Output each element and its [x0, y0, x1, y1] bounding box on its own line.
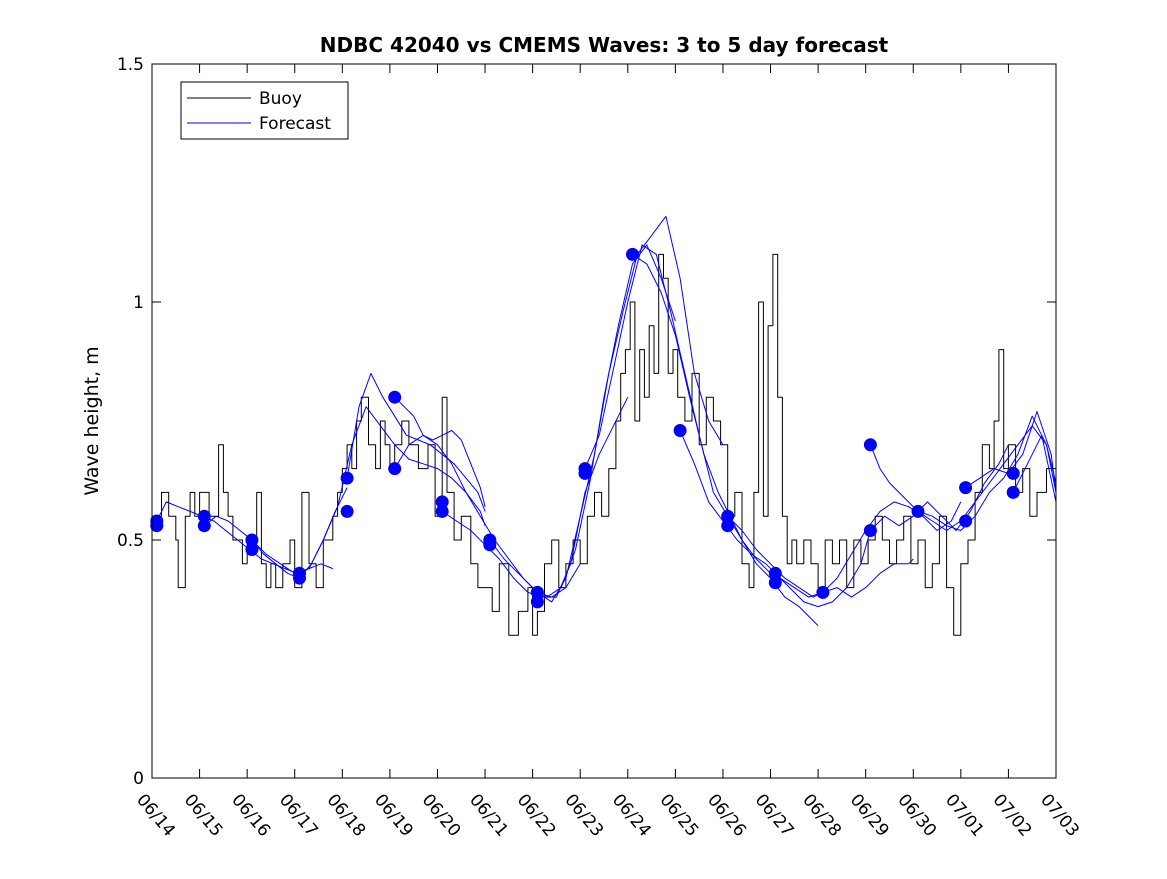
forecast-point [863, 438, 877, 452]
forecast-point [530, 585, 544, 599]
y-axis-label: Wave height, m [81, 346, 103, 495]
forecast-series-line [1012, 434, 1057, 503]
legend-forecast-label: Forecast [259, 114, 331, 134]
forecast-series-line [965, 411, 1057, 493]
forecast-point [959, 481, 973, 495]
series-layer [152, 215, 1057, 636]
forecast-point [816, 585, 830, 599]
forecast-point [863, 524, 877, 537]
forecast-point [721, 509, 735, 523]
forecast-series-line [251, 406, 486, 574]
forecast-points-layer [150, 247, 1020, 609]
forecast-series-line [394, 396, 486, 507]
forecast-series-line [346, 372, 486, 512]
legend-buoy-label: Buoy [259, 89, 302, 109]
forecast-point [197, 509, 211, 523]
y-tick-label: 1 [133, 293, 144, 313]
forecast-point [768, 566, 782, 580]
forecast-point [911, 504, 925, 518]
forecast-point [530, 595, 544, 609]
forecast-series-line [917, 415, 1057, 531]
forecast-series-line [727, 501, 962, 598]
axes-frame [151, 63, 1057, 779]
chart-title: NDBC 42040 vs CMEMS Waves: 3 to 5 day fo… [320, 33, 889, 57]
forecast-point [340, 471, 354, 485]
forecast-point [150, 519, 164, 533]
forecast-point [245, 533, 259, 547]
buoy-series-line [152, 253, 1056, 636]
legend-box [180, 81, 349, 140]
forecast-point [435, 495, 449, 509]
forecast-point [673, 424, 687, 437]
forecast-series-line [489, 244, 676, 598]
y-tick-label: 1.5 [117, 55, 144, 75]
forecast-point [245, 543, 259, 556]
forecast-point [388, 462, 402, 476]
forecast-point [959, 514, 973, 528]
forecast-point [626, 247, 639, 261]
forecast-point [1006, 485, 1020, 499]
y-tick-label: 0 [133, 769, 144, 789]
forecast-point [1006, 466, 1020, 480]
forecast-point [197, 519, 211, 533]
forecast-point [768, 576, 782, 590]
forecast-series-line [774, 444, 1009, 608]
forecast-point [340, 504, 354, 518]
forecast-point [483, 538, 497, 552]
legend: Buoy Forecast [180, 81, 349, 140]
forecast-point [388, 390, 402, 404]
y-tick-label: 0.5 [117, 531, 144, 551]
forecast-point [435, 504, 449, 518]
y-axis: 0 0.5 1 1.5 [117, 55, 1056, 789]
forecast-series-line [537, 215, 724, 603]
forecast-point [293, 571, 306, 585]
forecast-series-line [679, 430, 914, 598]
forecast-point [721, 519, 735, 533]
forecast-point [578, 466, 592, 480]
